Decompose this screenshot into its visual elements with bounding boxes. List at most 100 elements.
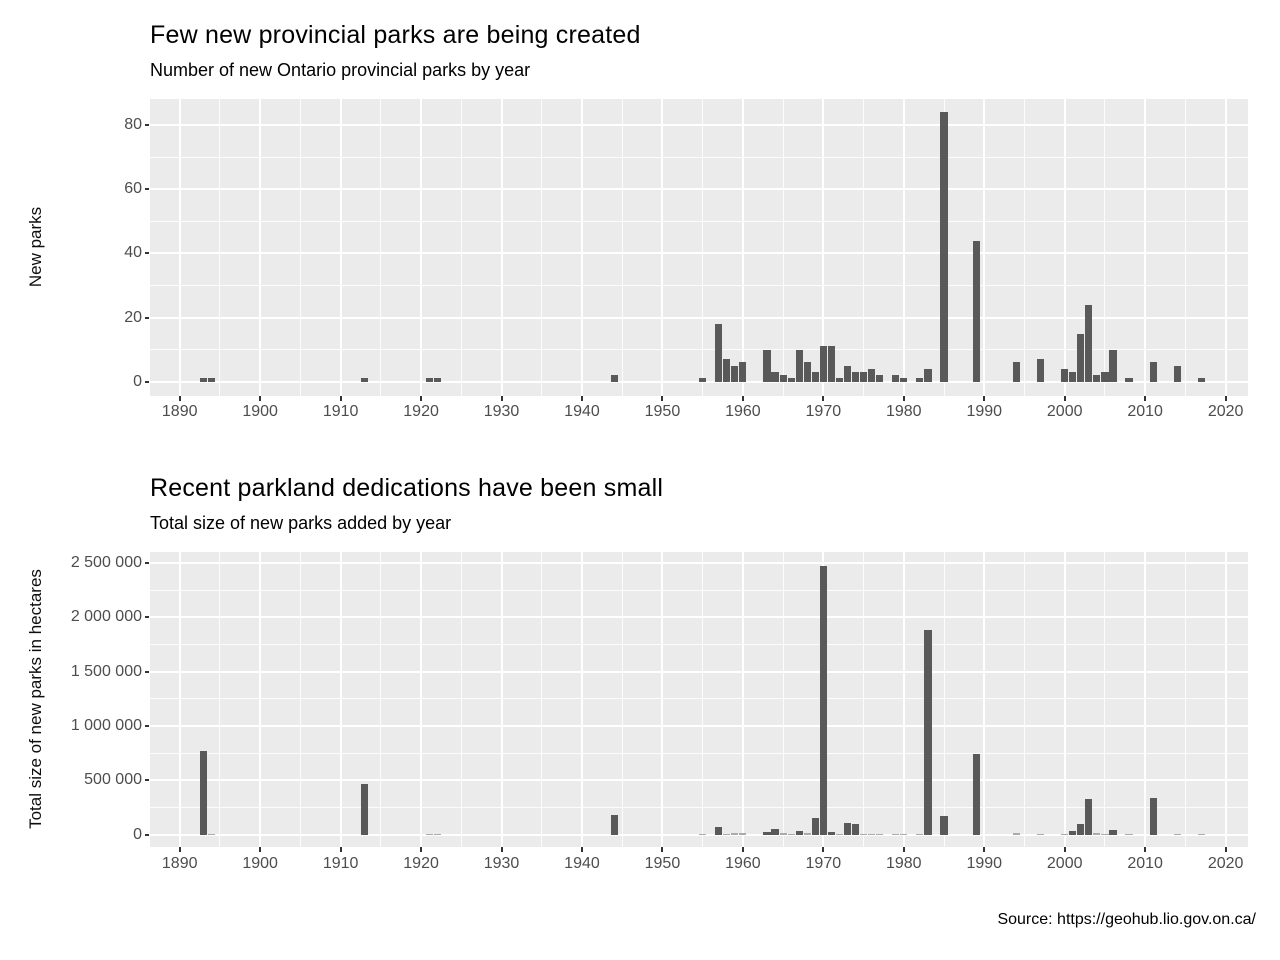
bar-2014 [1173,833,1181,835]
x-tick-label: 1930 [483,403,520,420]
bar-1970 [819,346,827,382]
bar-1894 [208,833,216,835]
bar-1985 [940,816,948,835]
bar-1976 [868,833,876,835]
bar-1964 [771,829,779,835]
gridline-major-v [741,552,744,847]
gridline-major-v [500,99,503,396]
bar-1989 [972,754,980,835]
x-tick-label: 1900 [242,855,278,872]
bar-1960 [739,833,747,835]
y-tick-label: 0 [133,372,142,390]
gridline-minor-v [943,552,945,847]
x-tick-mark [178,396,181,401]
bottom-chart-title: Recent parkland dedications have been sm… [150,474,664,502]
x-tick-mark [1063,396,1066,401]
bar-2005 [1101,372,1109,382]
bar-2005 [1101,833,1109,835]
gridline-minor-v [621,99,623,396]
x-tick-label: 1990 [966,855,1003,872]
x-tick-mark [500,396,503,401]
bar-1922 [433,378,441,382]
gridline-minor-v [299,552,301,847]
gridline-major-v [902,99,905,396]
x-tick-mark [1224,847,1227,852]
bar-1979 [892,833,900,835]
source-credit: Source: https://geohub.lio.gov.on.ca/ [997,911,1256,928]
bar-2002 [1077,823,1085,835]
gridline-major-v [822,99,825,396]
gridline-major-h [150,725,1248,727]
gridline-minor-h [150,284,1248,286]
bar-1979 [892,375,900,382]
gridline-minor-v [621,552,623,847]
bar-1977 [876,375,884,382]
gridline-major-v [500,552,503,847]
bar-1985 [940,112,948,382]
bar-1921 [425,378,433,382]
y-tick-label: 40 [124,244,142,262]
gridline-major-v [339,99,342,396]
gridline-minor-v [1023,99,1025,396]
gridline-major-h [150,188,1248,191]
bar-2017 [1197,378,1206,382]
gridline-minor-h [150,643,1248,645]
x-tick-mark [741,847,744,852]
x-tick-label: 1940 [564,403,600,420]
gridline-major-h [150,252,1248,255]
bar-1955 [699,378,707,382]
gridline-major-v [580,99,583,396]
bar-1997 [1036,359,1045,382]
gridline-major-h [150,779,1248,782]
x-tick-label: 1910 [322,855,359,872]
bar-1974 [851,372,860,382]
bar-1974 [851,823,860,835]
bar-1913 [361,783,369,835]
gridline-major-h [150,833,1248,836]
y-tick-mark [145,252,149,255]
bar-2000 [1061,833,1069,835]
x-tick-label: 1990 [966,403,1003,420]
gridline-major-v [580,552,583,847]
x-tick-mark [259,396,262,401]
bar-1921 [425,833,433,835]
bar-1959 [731,365,739,382]
top-chart-title: Few new provincial parks are being creat… [150,21,641,49]
bar-2006 [1109,829,1117,835]
gridline-major-v [1224,99,1227,396]
bar-1960 [739,362,747,382]
bar-1973 [843,822,852,835]
bar-1968 [803,362,811,382]
x-tick-label: 2020 [1207,403,1244,420]
x-tick-mark [741,396,744,401]
y-tick-label: 0 [133,825,142,843]
bar-2004 [1093,375,1101,382]
x-tick-mark [259,847,262,852]
x-tick-label: 1940 [564,855,600,872]
gridline-minor-h [150,220,1248,222]
bar-1957 [715,826,723,835]
bar-1994 [1012,833,1021,835]
gridline-major-v [741,99,744,396]
x-tick-mark [661,396,664,401]
gridline-minor-v [460,99,462,396]
x-tick-mark [822,396,825,401]
bar-2017 [1197,833,1206,835]
bar-1972 [835,833,844,835]
bar-2000 [1061,368,1069,382]
gridline-minor-v [1104,99,1106,396]
y-tick-mark [145,779,149,782]
bar-1983 [924,630,932,835]
gridline-major-v [420,99,423,396]
bottom-chart-plot-panel [150,552,1248,847]
gridline-minor-h [150,752,1248,754]
x-tick-mark [339,847,342,852]
bar-1963 [763,349,771,382]
bar-1944 [610,815,618,835]
x-tick-mark [580,847,583,852]
x-tick-label: 2020 [1207,855,1244,872]
x-tick-mark [1144,847,1147,852]
bar-1980 [900,378,908,382]
bar-1967 [795,349,803,382]
bar-1913 [361,378,369,382]
